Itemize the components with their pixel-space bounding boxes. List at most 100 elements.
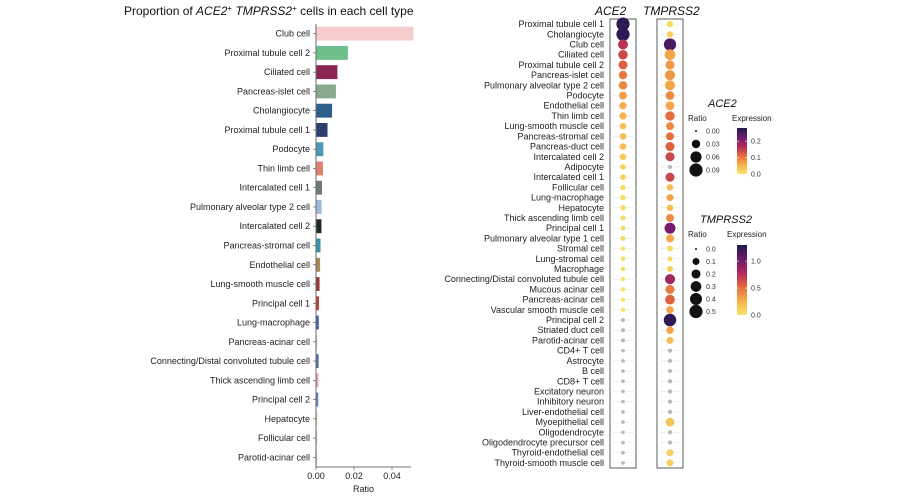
tmprss2-dot [667,368,673,374]
bar-category-label: Connecting/Distal convoluted tubule cell [150,356,310,366]
tmprss2-dot [666,459,674,467]
ace2-dot [621,389,625,394]
bar-category-label: Lung-smooth muscle cell [210,279,310,289]
tmprss2-dot [665,101,675,111]
bar [316,161,323,176]
tmprss2-dot [666,214,674,222]
dot-row-label: Myoepithelial cell [535,417,604,427]
tmprss2-dot [667,164,673,170]
dot-row-label: Pulmonary alveolar type 1 cell [484,233,604,243]
dot-row-label: Astrocyte [566,356,604,366]
tmprss2-ratio-swatch [691,269,701,279]
bar [316,45,348,60]
ace2-dot [621,369,625,373]
ace2-dot [619,91,627,100]
ace2-dot [616,27,630,41]
dot-row-label: Oligodendrocyte [538,427,604,437]
tmprss2-ratio-swatch [695,248,697,250]
bar-category-label: Intercalated cell 2 [239,221,310,231]
tmprss2-dot [666,336,674,344]
bar [316,411,318,426]
ace2-dot [621,379,625,384]
dot-row-label: Parotid-acinar cell [532,335,604,345]
tmprss2-dot [666,194,674,202]
tmprss2-dot [664,274,676,285]
tmprss2-ratio-tick-label: 0.1 [706,259,716,266]
bar-category-label: Intercalated cell 1 [239,183,310,193]
ace2-dot [620,277,626,282]
bar [316,219,322,234]
dot-row-label: CD8+ T cell [557,376,604,386]
bar-category-label: Thin limb cell [257,163,310,173]
bar-x-tick-label: 0.00 [307,471,325,481]
bar [316,84,336,99]
ace2-dot [619,122,627,130]
dot-row-label: Intercalated cell 2 [533,152,604,162]
tmprss2-ratio-swatch [692,257,700,266]
ace2-dot [620,246,626,251]
ace2-dot [618,60,628,70]
bar-category-label: Cholangiocyte [253,106,310,116]
ace2-ratio-tick-label: 0.03 [706,142,720,149]
dot-row-label: Principal cell 2 [546,315,604,325]
ace2-colorbar [737,128,747,174]
bar [316,296,319,311]
tmprss2-ratio-swatch [690,281,702,292]
dot-row-label: Hepatocyte [558,203,604,213]
ace2-dot [621,359,625,363]
tmprss2-dot [665,417,675,427]
tmprss2-dot [664,80,676,91]
ace2-ratio-swatch [689,163,703,177]
tmprss2-dot [666,449,674,457]
tmprss2-dot [666,234,674,243]
ace2-dot [618,39,628,50]
ace2-legend-title: ACE2 [707,98,737,110]
ace2-dot [619,143,627,150]
tmprss2-column-title: TMPRSS2 [643,4,700,18]
dot-row-label: Lung-macrophage [531,193,604,203]
bar [316,65,338,80]
ace2-dot [620,287,626,292]
tmprss2-dot [666,306,674,314]
tmprss2-dot [667,389,673,394]
tmprss2-dot [667,379,673,384]
dot-row-label: Ciliated cell [558,50,604,60]
ace2-expression-label: Expression [732,114,772,123]
ace2-dot [621,440,625,445]
bar-category-label: Proximal tubule cell 1 [224,125,310,135]
ace2-dot [618,81,628,90]
tmprss2-dot [667,399,673,404]
dot-row-label: Thin limb cell [551,111,604,121]
bar-category-label: Lung-macrophage [237,318,310,328]
ace2-colorbar-tick-label: 0.2 [751,139,761,146]
dot-row-label: Club cell [569,40,604,50]
ace2-dot [616,17,630,31]
ace2-dot [618,49,628,60]
ace2-dot [621,399,625,404]
dot-row-label: Proximal tubule cell 2 [518,60,604,70]
ace2-dot [619,153,627,161]
dot-row-label: Oligodendrocyte precursor cell [482,437,604,447]
dot-row-label: Pancreas-islet cell [531,70,604,80]
tmprss2-dot [664,49,676,61]
tmprss2-panel-frame [656,18,684,469]
tmprss2-dot [665,284,675,294]
dot-row-label: Vascular smooth muscle cell [491,305,604,315]
dot-row-label: Inhibitory neuron [537,397,604,407]
dot-row-label: Thick ascending limb cell [504,213,604,223]
tmprss2-dot [665,111,675,121]
tmprss2-ratio-swatch [689,292,703,306]
bar-x-axis-label: Ratio [353,484,374,494]
bar-category-label: Proximal tubule cell 2 [224,48,310,58]
ace2-ratio-swatch [690,151,702,163]
bar-category-label: Endothelial cell [249,260,310,270]
dot-row-label: Lung-smooth muscle cell [504,121,604,131]
ace2-dot [621,348,625,353]
dot-row-label: Liver-endothelial cell [522,407,604,417]
dot-row-label: Pancreas-duct cell [530,142,604,152]
ace2-dot [619,112,627,120]
tmprss2-dot [666,326,674,334]
bar [316,315,319,330]
ace2-dot [620,318,626,323]
ace2-dot [621,450,625,455]
